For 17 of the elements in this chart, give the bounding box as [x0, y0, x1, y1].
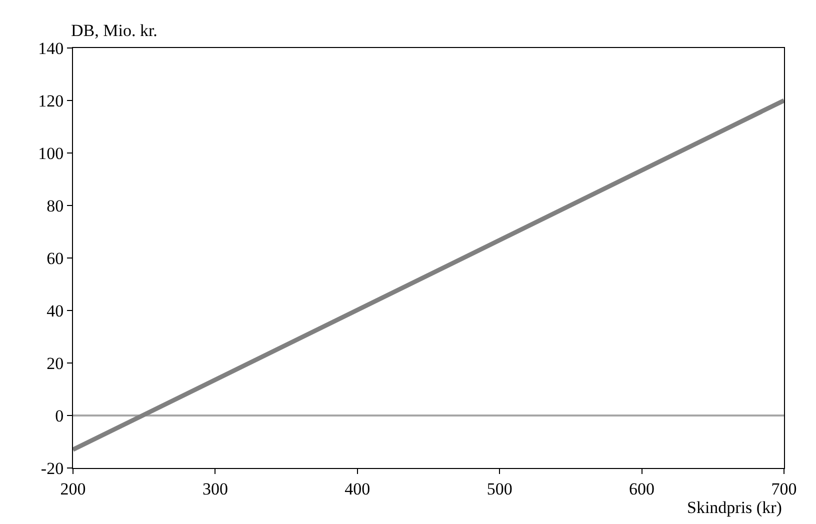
x-tick-label: 400	[344, 479, 370, 498]
y-tick-label: 60	[46, 248, 64, 268]
y-tick-label: 80	[46, 196, 64, 216]
y-axis-title: DB, Mio. kr.	[71, 21, 158, 40]
y-tick-label: 100	[38, 144, 64, 163]
x-tick-label: 200	[60, 479, 86, 498]
x-tick-label: 300	[202, 479, 228, 498]
x-axis-title: Skindpris (kr)	[687, 498, 782, 517]
y-tick-label: 20	[46, 354, 64, 373]
x-tick-label: 600	[629, 479, 655, 498]
y-tick-label: 140	[38, 38, 64, 58]
y-tick-label: -20	[40, 458, 64, 478]
y-tick-label: 0	[55, 406, 64, 426]
y-tick-label: 40	[46, 301, 64, 320]
x-tick-label: 700	[771, 479, 797, 498]
x-tick-label: 500	[486, 479, 512, 498]
y-tick-label: 120	[38, 91, 64, 110]
